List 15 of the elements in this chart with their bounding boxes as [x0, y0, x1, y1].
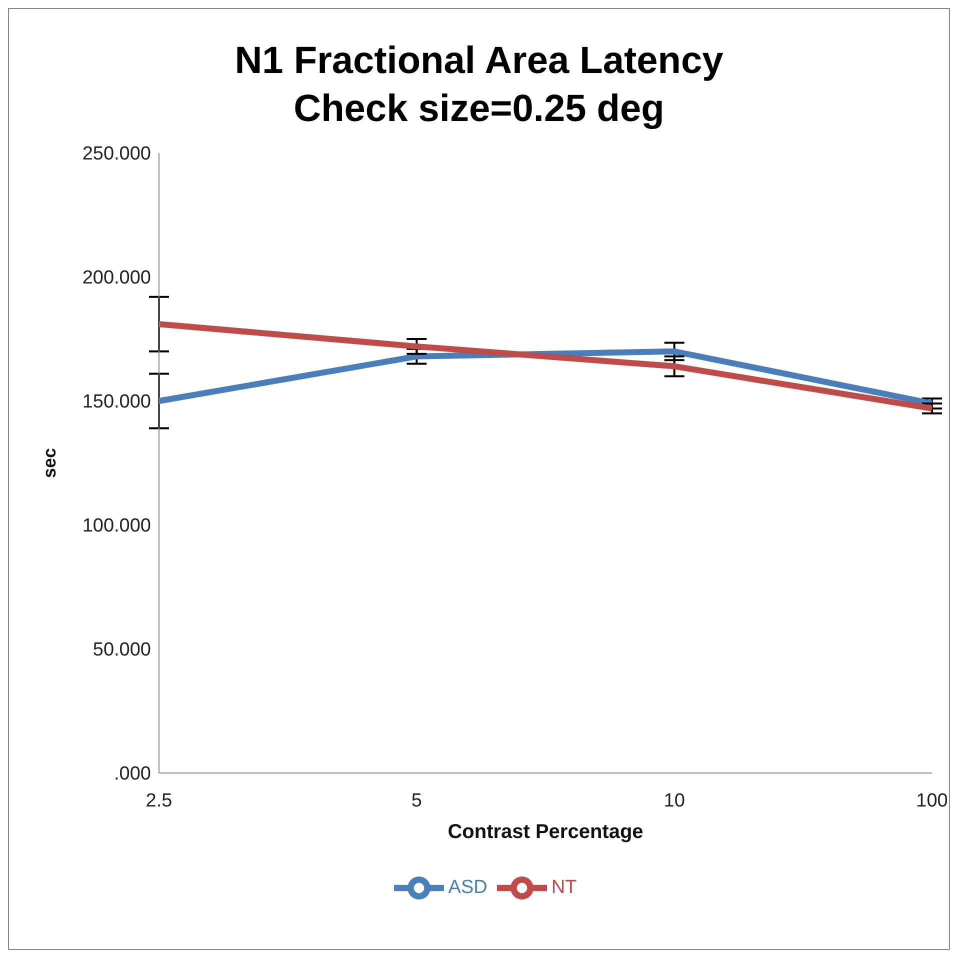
x-axis-title: Contrast Percentage	[448, 821, 644, 843]
y-tick-label: 200.000	[82, 268, 151, 289]
x-tick-label: 10	[664, 790, 685, 812]
y-axis-title: sec	[39, 448, 60, 478]
x-tick-label: 100	[916, 790, 948, 812]
y-tick-label: 50.000	[92, 640, 151, 661]
legend-label: ASD	[448, 877, 488, 898]
y-tick-label: 250.000	[82, 144, 151, 165]
x-tick-label: 2.5	[146, 790, 172, 812]
chart-title: N1 Fractional Area Latency Check size=0.25 deg	[234, 39, 724, 132]
y-tick-label: 150.000	[82, 392, 151, 413]
y-tick-label: .000	[114, 764, 151, 785]
legend-label: NT	[551, 877, 577, 898]
x-tick-label: 5	[411, 790, 422, 812]
y-tick-label: 100.000	[82, 516, 151, 537]
